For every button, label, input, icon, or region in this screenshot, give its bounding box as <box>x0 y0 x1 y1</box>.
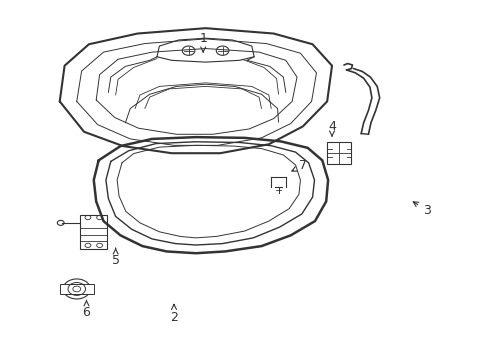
Text: 6: 6 <box>82 300 90 319</box>
Text: 1: 1 <box>199 32 207 52</box>
Text: 4: 4 <box>327 120 335 136</box>
Text: 5: 5 <box>111 248 120 267</box>
FancyBboxPatch shape <box>60 284 94 294</box>
Text: 7: 7 <box>291 159 306 172</box>
Text: 3: 3 <box>412 202 430 217</box>
Text: 2: 2 <box>170 305 178 324</box>
